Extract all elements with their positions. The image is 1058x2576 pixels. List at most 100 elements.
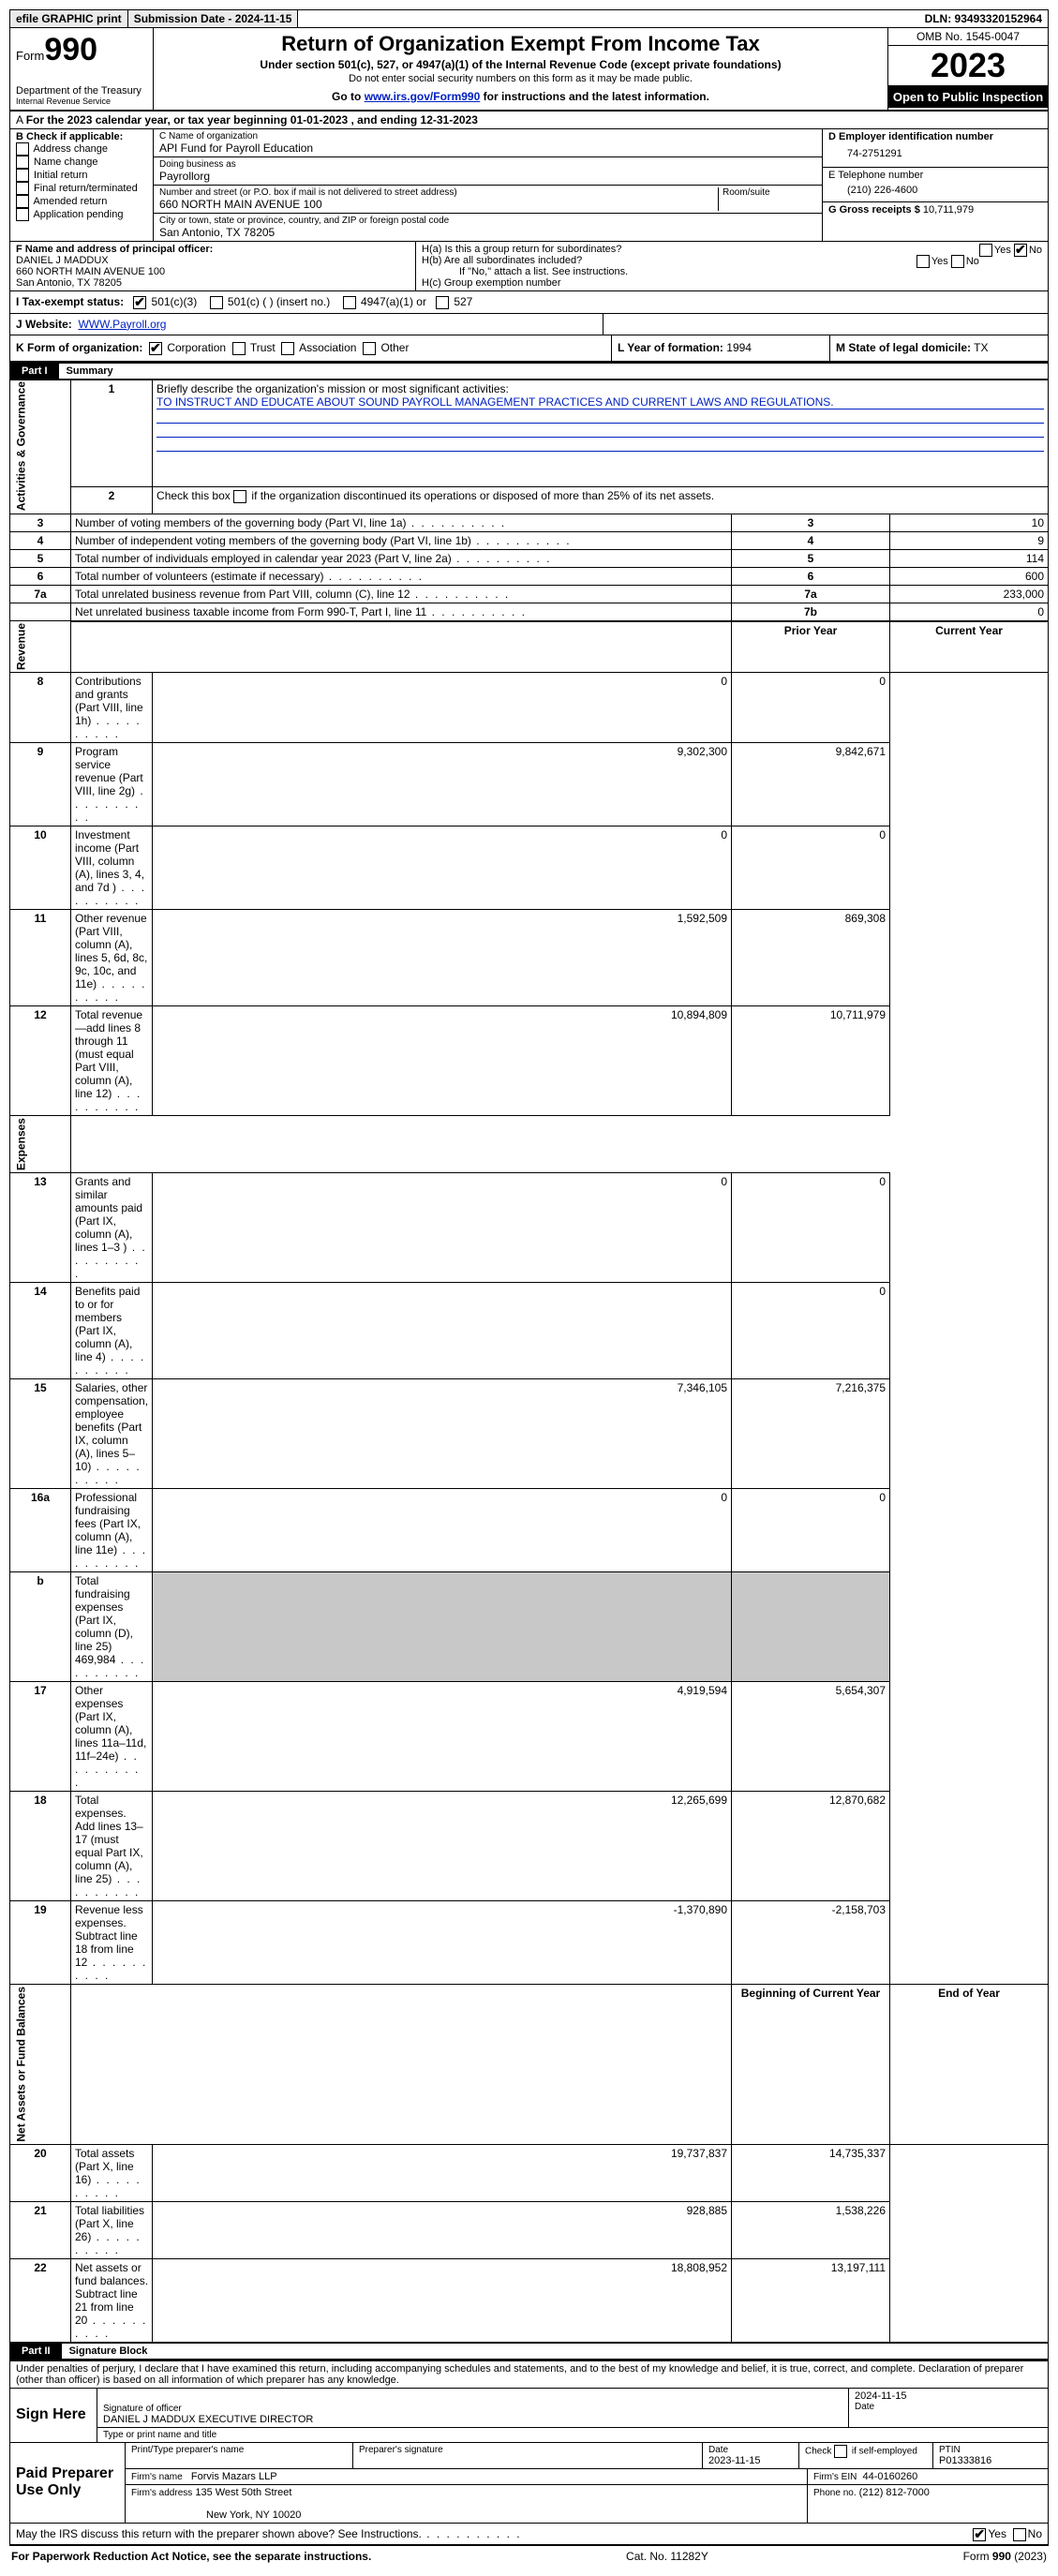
self-employed-check[interactable]	[834, 2445, 847, 2458]
ptin: P01333816	[939, 2455, 1042, 2466]
ein: 74-2751291	[828, 142, 1042, 165]
i-501c[interactable]	[210, 296, 223, 309]
summary-row: 3Number of voting members of the governi…	[10, 514, 1049, 531]
box-deg: D Employer identification number74-27512…	[823, 129, 1048, 241]
form-label: Form	[16, 49, 44, 63]
paid-preparer-label: Paid Preparer Use Only	[10, 2443, 126, 2524]
ssn-note: Do not enter social security numbers on …	[159, 73, 882, 84]
box-f: F Name and address of principal officer:…	[10, 242, 416, 290]
l2-check[interactable]	[233, 490, 246, 503]
summary-row: bTotal fundraising expenses (Part IX, co…	[10, 1572, 1049, 1682]
side-expenses: Expenses	[10, 1116, 71, 1173]
summary-row: 18Total expenses. Add lines 13–17 (must …	[10, 1792, 1049, 1901]
form-title: Return of Organization Exempt From Incom…	[159, 32, 882, 56]
form-subtitle: Under section 501(c), 527, or 4947(a)(1)…	[159, 58, 882, 71]
discuss-yes[interactable]	[973, 2528, 986, 2541]
box-m: M State of legal domicile: TX	[830, 335, 1048, 361]
gross-receipts: 10,711,979	[923, 204, 974, 216]
box-l: L Year of formation: 1994	[612, 335, 830, 361]
summary-row: 21Total liabilities (Part X, line 26)928…	[10, 2201, 1049, 2258]
side-netassets: Net Assets or Fund Balances	[10, 1985, 71, 2145]
submission-date: Submission Date - 2024-11-15	[128, 10, 299, 27]
summary-row: 9Program service revenue (Part VIII, lin…	[10, 743, 1049, 826]
irs-link[interactable]: www.irs.gov/Form990	[365, 90, 481, 103]
omb-number: OMB No. 1545-0047	[888, 28, 1048, 46]
perjury-statement: Under penalties of perjury, I declare th…	[10, 2361, 1048, 2389]
summary-row: 7aTotal unrelated business revenue from …	[10, 585, 1049, 603]
box-b: B Check if applicable: Address change Na…	[10, 129, 154, 241]
discuss-no[interactable]	[1013, 2528, 1026, 2541]
page-footer: For Paperwork Reduction Act Notice, see …	[9, 2545, 1049, 2567]
form-footer: Form 990 (2023)	[963, 2550, 1047, 2563]
i-501c3[interactable]	[133, 296, 146, 309]
ha-no[interactable]	[1014, 244, 1027, 257]
dln: DLN: 93493320152964	[919, 10, 1048, 27]
side-governance: Activities & Governance	[10, 380, 71, 514]
mission: TO INSTRUCT AND EDUCATE ABOUT SOUND PAYR…	[156, 395, 1044, 409]
firm-ein: 44-0160260	[862, 2471, 917, 2482]
officer-name: DANIEL J MADDUX	[16, 255, 410, 266]
block-bcdeg: B Check if applicable: Address change Na…	[9, 129, 1049, 242]
open-inspection: Open to Public Inspection	[888, 86, 1048, 108]
summary-row: 4Number of independent voting members of…	[10, 531, 1049, 549]
hb-yes[interactable]	[916, 255, 930, 268]
boxb-option: Application pending	[16, 208, 147, 221]
side-revenue: Revenue	[10, 621, 71, 673]
i-527[interactable]	[436, 296, 449, 309]
summary-row: 17Other expenses (Part IX, column (A), l…	[10, 1682, 1049, 1792]
firm-phone: (212) 812-7000	[859, 2487, 930, 2498]
box-h: H(a) Is this a group return for subordin…	[416, 242, 1048, 290]
prep-date: 2023-11-15	[708, 2455, 793, 2466]
summary-row: 11Other revenue (Part VIII, column (A), …	[10, 910, 1049, 1006]
k-trust[interactable]	[232, 342, 246, 355]
summary-row: Net unrelated business taxable income fr…	[10, 603, 1049, 621]
boxb-option: Name change	[16, 156, 147, 169]
dept-label: Department of the Treasury	[16, 85, 147, 97]
summary-row: 14Benefits paid to or for members (Part …	[10, 1283, 1049, 1379]
boxb-option: Address change	[16, 142, 147, 156]
box-k: K Form of organization: Corporation Trus…	[10, 335, 612, 361]
row-klm: K Form of organization: Corporation Trus…	[9, 335, 1049, 363]
ha-yes[interactable]	[979, 244, 992, 257]
street-address: 660 NORTH MAIN AVENUE 100	[159, 198, 718, 211]
boxb-option: Final return/terminated	[16, 182, 147, 195]
k-corp[interactable]	[149, 342, 162, 355]
summary-row: 19Revenue less expenses. Subtract line 1…	[10, 1901, 1049, 1985]
firm-name: Forvis Mazars LLP	[191, 2471, 277, 2482]
k-assoc[interactable]	[281, 342, 294, 355]
boxb-option: Initial return	[16, 169, 147, 182]
summary-row: 13Grants and similar amounts paid (Part …	[10, 1173, 1049, 1283]
hb-no[interactable]	[951, 255, 964, 268]
signature-block: Under penalties of perjury, I declare th…	[9, 2360, 1049, 2545]
box-c: C Name of organizationAPI Fund for Payro…	[154, 129, 823, 241]
summary-row: 5Total number of individuals employed in…	[10, 549, 1049, 567]
website-link[interactable]: WWW.Payroll.org	[78, 318, 166, 331]
summary-row: 12Total revenue—add lines 8 through 11 (…	[10, 1006, 1049, 1116]
part1-header: Part I Summary	[9, 363, 1049, 380]
goto-line: Go to www.irs.gov/Form990 for instructio…	[159, 90, 882, 103]
summary-row: 10Investment income (Part VIII, column (…	[10, 826, 1049, 910]
line-a: A For the 2023 calendar year, or tax yea…	[9, 112, 1049, 129]
i-4947[interactable]	[343, 296, 356, 309]
summary-row: 8Contributions and grants (Part VIII, li…	[10, 673, 1049, 743]
form-header: Form990 Department of the Treasury Inter…	[9, 28, 1049, 112]
row-fh: F Name and address of principal officer:…	[9, 242, 1049, 291]
top-bar: efile GRAPHIC print Submission Date - 20…	[9, 9, 1049, 28]
k-other[interactable]	[363, 342, 376, 355]
irs-label: Internal Revenue Service	[16, 97, 147, 106]
form-number: 990	[44, 32, 97, 67]
summary-row: 20Total assets (Part X, line 16)19,737,8…	[10, 2144, 1049, 2201]
boxb-option: Amended return	[16, 195, 147, 208]
firm-addr2: New York, NY 10020	[131, 2509, 301, 2521]
summary-table: Activities & Governance 1 Briefly descri…	[9, 380, 1049, 2343]
efile-print-button[interactable]: efile GRAPHIC print	[10, 10, 128, 27]
tax-year: 2023	[888, 46, 1048, 86]
summary-row: 22Net assets or fund balances. Subtract …	[10, 2258, 1049, 2342]
officer-signature: DANIEL J MADDUX EXECUTIVE DIRECTOR	[103, 2414, 842, 2425]
firm-addr1: 135 West 50th Street	[195, 2487, 291, 2498]
summary-row: 6Total number of volunteers (estimate if…	[10, 567, 1049, 585]
row-j: J Website: WWW.Payroll.org	[9, 314, 1049, 335]
sign-here-label: Sign Here	[10, 2389, 97, 2443]
sig-date: 2024-11-15	[855, 2390, 1042, 2402]
city-state-zip: San Antonio, TX 78205	[159, 226, 816, 239]
